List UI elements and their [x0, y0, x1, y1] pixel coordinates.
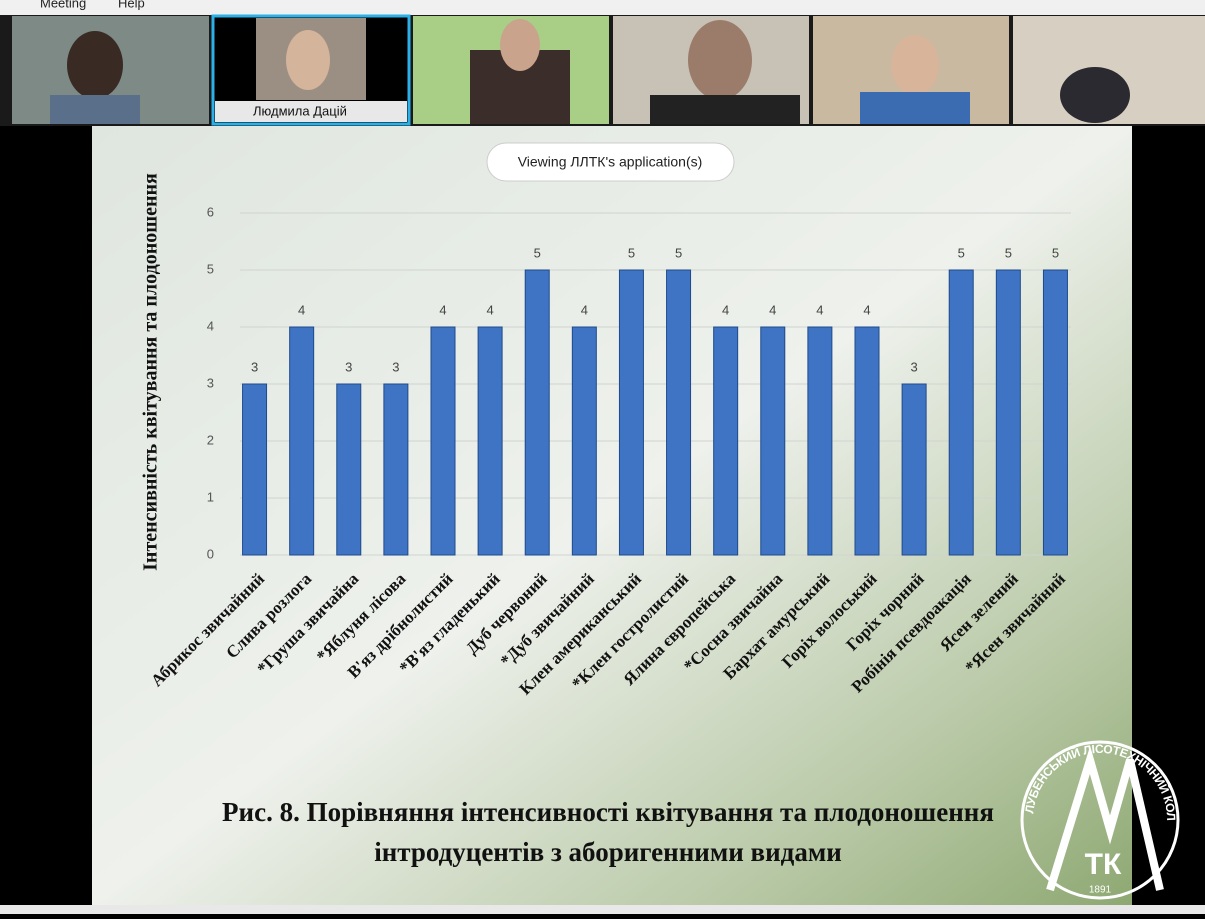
name-bar [215, 101, 407, 122]
logo-shape [1046, 745, 1164, 892]
y-tick-label: 5 [207, 261, 214, 276]
data-label: 4 [298, 302, 305, 317]
bar [1042, 269, 1068, 556]
person [688, 20, 752, 100]
person [500, 19, 540, 71]
menu-item[interactable]: Help [118, 0, 145, 10]
bar [807, 326, 833, 556]
bar [571, 326, 597, 556]
y-tick-label: 2 [207, 432, 214, 447]
bar [336, 383, 362, 556]
y-tick-label: 1 [207, 489, 214, 504]
person [286, 30, 330, 90]
data-label: 5 [1005, 245, 1012, 260]
data-label: 4 [722, 302, 729, 317]
y-tick-label: 3 [207, 375, 214, 390]
bar [666, 269, 692, 556]
data-label: 5 [534, 245, 541, 260]
person [891, 35, 939, 95]
status-bar [0, 905, 1205, 914]
bar [618, 269, 644, 556]
y-axis-title: Інтенсивність квітування та плодоношення [140, 173, 162, 571]
logo-ring [1020, 740, 1180, 900]
bar [948, 269, 974, 556]
bar [242, 383, 268, 556]
logo-year: 1891 [1089, 885, 1112, 896]
person [50, 95, 140, 124]
y-tick-label: 4 [207, 318, 214, 333]
data-label: 4 [816, 302, 823, 317]
logo-mark: ТК [1085, 848, 1122, 881]
data-label: 4 [581, 302, 588, 317]
menu-item[interactable]: Meeting [40, 0, 86, 10]
bar [760, 326, 786, 556]
data-label: 5 [1052, 245, 1059, 260]
data-label: 4 [486, 302, 493, 317]
person [650, 95, 800, 124]
bar [383, 383, 409, 556]
bar [289, 326, 315, 556]
data-label: 3 [910, 359, 917, 374]
bar [430, 326, 456, 556]
caption: Рис. 8. Порівняння інтенсивності квітува… [222, 797, 994, 827]
data-label: 5 [675, 245, 682, 260]
y-tick-label: 0 [207, 546, 214, 561]
person [67, 31, 123, 99]
menu-bar [0, 0, 1205, 15]
bar [995, 269, 1021, 556]
data-label: 5 [958, 245, 965, 260]
data-label: 5 [628, 245, 635, 260]
video-tiles: Людмила Дацій [12, 14, 1205, 126]
data-label: 4 [863, 302, 870, 317]
data-label: 3 [251, 359, 258, 374]
data-label: 4 [769, 302, 776, 317]
data-label: 3 [392, 359, 399, 374]
data-label: 3 [345, 359, 352, 374]
person [860, 92, 970, 124]
bar [901, 383, 927, 556]
data-label: 4 [439, 302, 446, 317]
participant-name: Людмила Дацій [253, 103, 347, 118]
caption: інтродуцентів з аборигенними видами [374, 837, 842, 867]
share-banner-text: Viewing ЛЛТК's application(s) [518, 154, 703, 170]
bar [524, 269, 550, 556]
share-banner[interactable] [486, 142, 735, 182]
bar [713, 326, 739, 556]
y-tick-label: 6 [207, 204, 214, 219]
person [1060, 67, 1130, 123]
bar [477, 326, 503, 556]
bar [854, 326, 880, 556]
